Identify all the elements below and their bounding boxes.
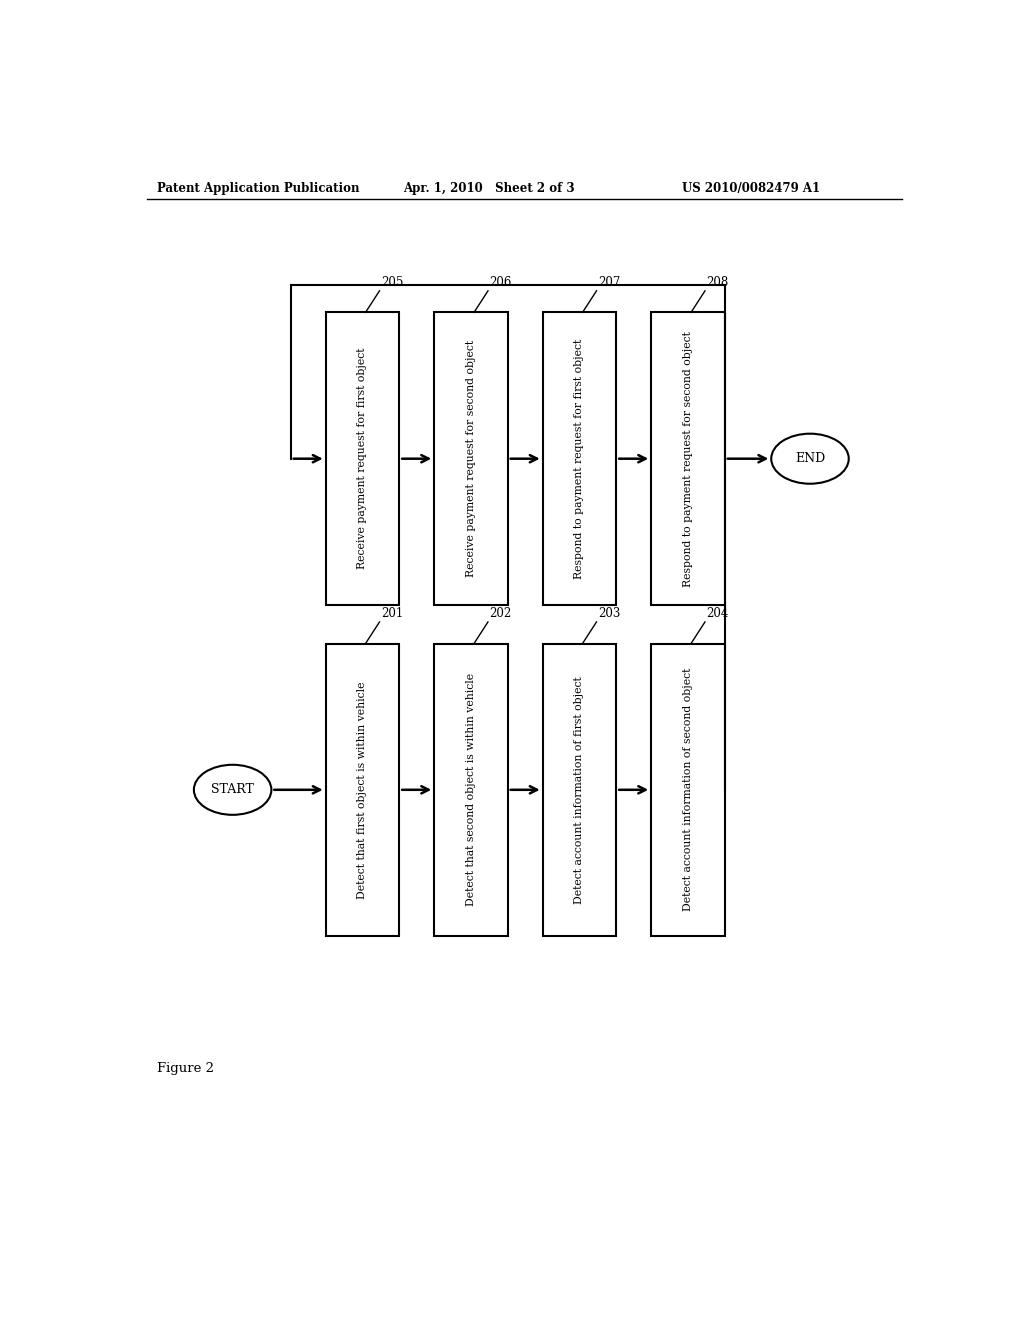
Bar xyxy=(651,644,725,936)
Text: 207: 207 xyxy=(598,276,621,289)
Text: Respond to payment request for first object: Respond to payment request for first obj… xyxy=(574,338,585,579)
Bar xyxy=(326,313,399,605)
Text: Detect account information of second object: Detect account information of second obj… xyxy=(683,668,693,912)
Text: START: START xyxy=(211,783,254,796)
Text: 201: 201 xyxy=(381,607,403,620)
Bar xyxy=(326,644,399,936)
Text: Receive payment request for second object: Receive payment request for second objec… xyxy=(466,341,476,577)
Text: 204: 204 xyxy=(707,607,729,620)
Text: Receive payment request for first object: Receive payment request for first object xyxy=(357,348,368,569)
Bar xyxy=(434,313,508,605)
Text: Patent Application Publication: Patent Application Publication xyxy=(158,182,360,194)
Text: US 2010/0082479 A1: US 2010/0082479 A1 xyxy=(682,182,820,194)
Text: 208: 208 xyxy=(707,276,729,289)
Bar xyxy=(434,644,508,936)
Text: Detect that second object is within vehicle: Detect that second object is within vehi… xyxy=(466,673,476,907)
Text: 202: 202 xyxy=(489,607,512,620)
Text: Figure 2: Figure 2 xyxy=(158,1061,214,1074)
Bar xyxy=(543,313,616,605)
Bar xyxy=(543,644,616,936)
Bar xyxy=(651,313,725,605)
Ellipse shape xyxy=(771,434,849,483)
Text: 203: 203 xyxy=(598,607,621,620)
Text: 206: 206 xyxy=(489,276,512,289)
Text: END: END xyxy=(795,453,825,465)
Text: Respond to payment request for second object: Respond to payment request for second ob… xyxy=(683,331,693,586)
Ellipse shape xyxy=(194,764,271,814)
Text: Detect that first object is within vehicle: Detect that first object is within vehic… xyxy=(357,681,368,899)
Text: Detect account information of first object: Detect account information of first obje… xyxy=(574,676,585,904)
Text: 205: 205 xyxy=(381,276,403,289)
Text: Apr. 1, 2010   Sheet 2 of 3: Apr. 1, 2010 Sheet 2 of 3 xyxy=(403,182,574,194)
